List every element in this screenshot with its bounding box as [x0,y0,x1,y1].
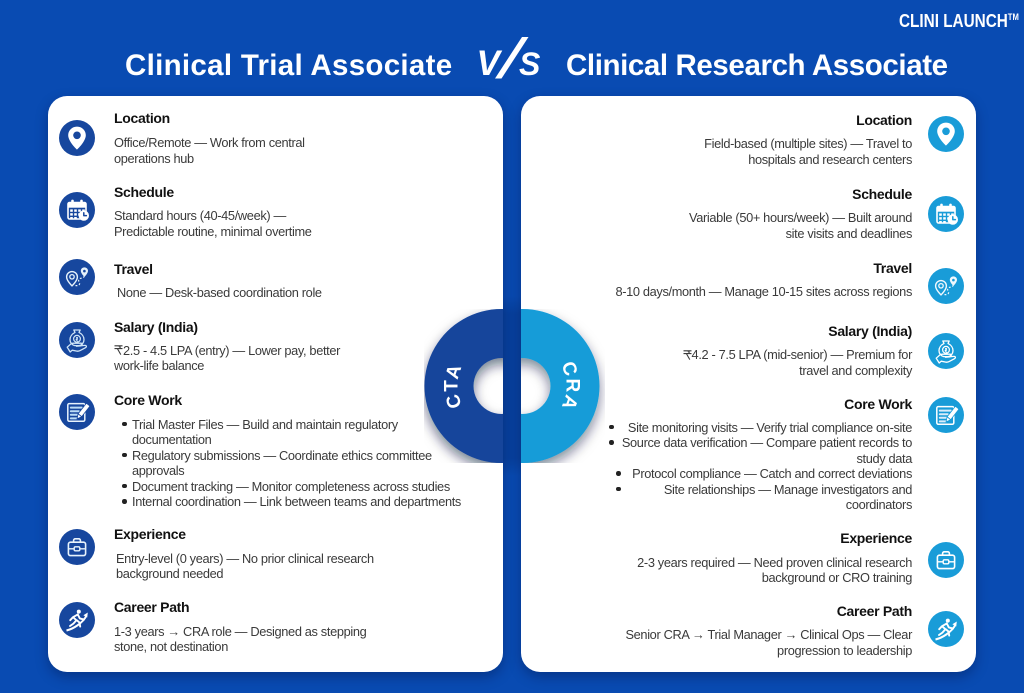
svg-text:CTA: CTA [442,361,467,411]
svg-text:S: S [519,46,541,82]
